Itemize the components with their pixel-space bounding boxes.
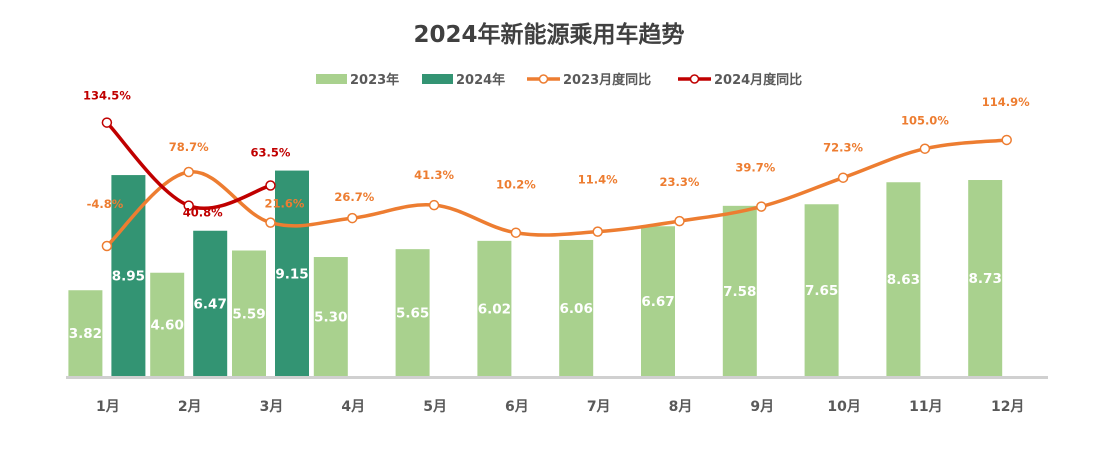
line-label-2023-yoy-1: -4.8% [87, 197, 124, 211]
line-label-2023-yoy-7: 11.4% [578, 173, 618, 187]
marker-2023-yoy-12 [1001, 134, 1012, 146]
bar-label-2024-1: 8.95 [112, 269, 145, 285]
bar-label-2024-3: 9.15 [275, 266, 308, 282]
line-label-2023-yoy-12: 114.9% [982, 95, 1030, 109]
line-label-2023-yoy-6: 10.2% [496, 178, 536, 192]
legend-label: 2023月度同比 [563, 72, 651, 88]
bar-label-2023-3: 5.59 [232, 306, 265, 322]
bar-2023-12 [968, 180, 1003, 377]
bar-label-2023-5: 5.65 [396, 306, 429, 322]
bar-2023-1 [68, 290, 103, 377]
bar-2023-2 [150, 272, 185, 377]
bar-2023-10 [804, 204, 839, 377]
legend-label: 2024月度同比 [714, 72, 802, 88]
bar-label-2023-9: 7.58 [723, 284, 756, 300]
bar-label-2024-2: 6.47 [194, 296, 227, 312]
legend-swatch [316, 74, 347, 84]
marker-2024-yoy-2 [183, 200, 194, 211]
bar-2023-4 [313, 257, 348, 377]
marker-2023-yoy-5 [428, 199, 440, 211]
line-label-2024-yoy-2: 40.8% [183, 206, 223, 220]
x-tick-4: 4月 [341, 399, 365, 415]
legend-label: 2024年 [456, 72, 505, 88]
x-tick-5: 5月 [423, 399, 447, 415]
legend-item-1: 2023年 [316, 72, 399, 88]
line-label-2023-yoy-9: 39.7% [735, 161, 775, 175]
marker-2024-yoy-1 [101, 117, 113, 128]
bar-2024-3 [275, 170, 309, 377]
marker-2023-yoy-4 [347, 212, 358, 224]
line-label-2024-yoy-1: 134.5% [83, 89, 131, 103]
line-label-2023-yoy-8: 23.3% [660, 175, 700, 189]
legend-marker [689, 74, 700, 84]
bar-2023-7 [559, 239, 594, 377]
legend-marker [538, 74, 549, 84]
bar-label-2023-1: 3.82 [69, 326, 102, 342]
bar-label-2023-10: 7.65 [805, 283, 838, 299]
line-label-2023-yoy-5: 41.3% [414, 168, 454, 182]
bar-label-2023-4: 5.30 [314, 310, 347, 326]
x-tick-8: 8月 [669, 399, 693, 415]
bar-label-2023-6: 6.02 [478, 301, 511, 317]
line-label-2023-yoy-3: 21.6% [265, 197, 305, 211]
bar-label-2023-11: 8.63 [887, 272, 920, 288]
x-tick-3: 3月 [260, 399, 284, 415]
x-tick-1: 1月 [96, 399, 120, 415]
bar-label-2023-12: 8.73 [969, 271, 1002, 287]
marker-2024-yoy-3 [265, 180, 276, 191]
legend-item-4: 2024月度同比 [678, 72, 802, 88]
bar-2023-9 [722, 205, 757, 377]
bar-label-2023-2: 4.60 [151, 317, 184, 333]
legend-label: 2023年 [350, 72, 399, 88]
legend: 2023年 2024年 2023月度同比 2024月度同比 [316, 72, 802, 88]
labels-layer: 3.82 4.60 5.59 5.30 5.65 6.02 6.06 6.67 7.58 7.65… [69, 89, 1030, 343]
marker-2023-yoy-11 [919, 143, 931, 154]
line-label-2023-yoy-4: 26.7% [334, 190, 374, 204]
x-tick-10: 10月 [827, 399, 860, 415]
marker-2023-yoy-10 [837, 172, 849, 183]
legend-swatch [422, 74, 453, 84]
x-tick-11: 11月 [909, 399, 942, 415]
line-2023-yoy [105, 138, 1009, 248]
x-axis-ticks: 1月 2月 3月 4月 5月 6月 7月 8月 9月 10月 11月 12月 [96, 399, 1024, 415]
marker-2023-yoy-2 [183, 166, 194, 178]
bar-2023-3 [232, 250, 266, 377]
x-tick-6: 6月 [505, 399, 529, 415]
bar-2023-5 [395, 249, 430, 377]
lines-layer [101, 117, 1012, 252]
marker-2023-yoy-6 [510, 227, 522, 238]
x-tick-7: 7月 [587, 399, 611, 415]
bar-2023-8 [641, 226, 675, 377]
bar-2024-2 [193, 230, 228, 377]
legend-item-3: 2023月度同比 [527, 72, 651, 88]
marker-2023-yoy-3 [265, 217, 276, 228]
x-tick-9: 9月 [750, 399, 774, 415]
chart-title: 2024年新能源乘用车趋势 [413, 21, 684, 48]
line-label-2023-yoy-11: 105.0% [901, 114, 949, 128]
bar-2023-6 [477, 240, 512, 377]
x-tick-12: 12月 [991, 399, 1024, 415]
marker-2023-yoy-9 [756, 201, 767, 212]
bars-layer [68, 170, 1003, 377]
bar-label-2023-8: 6.67 [641, 294, 674, 310]
marker-2023-yoy-1 [101, 240, 113, 252]
bar-label-2023-7: 6.06 [560, 301, 593, 317]
marker-2023-yoy-7 [592, 226, 603, 237]
x-tick-2: 2月 [178, 399, 202, 415]
bar-2023-11 [886, 182, 921, 377]
line-label-2024-yoy-3: 63.5% [251, 145, 291, 159]
line-label-2023-yoy-10: 72.3% [823, 141, 863, 155]
legend-item-2: 2024年 [422, 72, 505, 88]
marker-2023-yoy-8 [674, 215, 685, 227]
line-label-2023-yoy-2: 78.7% [169, 140, 209, 154]
